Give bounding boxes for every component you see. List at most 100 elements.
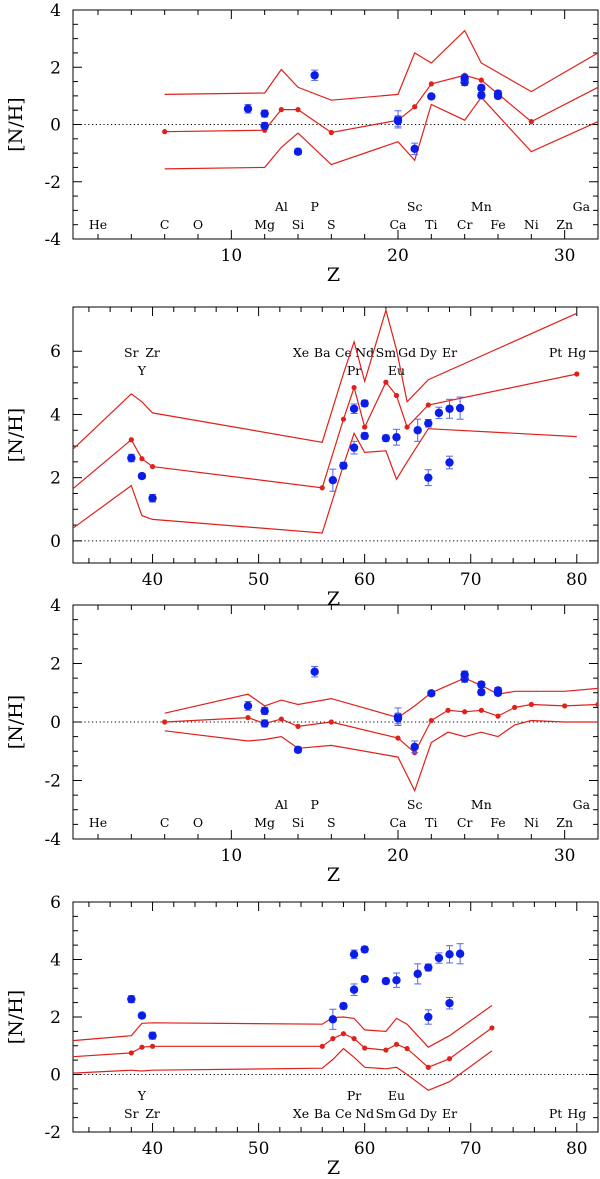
- observed-point: [260, 719, 269, 728]
- model-line-upper: [73, 1005, 493, 1048]
- element-label-mg: Mg: [254, 815, 275, 830]
- x-tick-label: 50: [248, 570, 270, 590]
- model-point: [425, 1064, 431, 1070]
- observed-point: [148, 1031, 157, 1040]
- x-tick-label: 80: [566, 570, 588, 590]
- model-point: [478, 707, 484, 713]
- model-point: [351, 1035, 357, 1042]
- model-point: [149, 464, 156, 470]
- element-label-mn: Mn: [471, 199, 492, 214]
- y-tick-label: 0: [50, 713, 61, 733]
- element-label-zn: Zn: [556, 217, 573, 232]
- observed-point: [427, 92, 436, 101]
- model-point: [393, 1041, 400, 1047]
- x-tick-label: 60: [354, 570, 376, 590]
- observed-point: [339, 1001, 348, 1011]
- model-point: [139, 1044, 145, 1050]
- x-tick-label: 80: [566, 1139, 588, 1159]
- element-label-ga: Ga: [573, 199, 591, 214]
- x-axis-title: Z: [327, 588, 340, 610]
- observed-point: [328, 1015, 338, 1024]
- element-label-er: Er: [442, 1106, 457, 1121]
- x-tick-label: 20: [387, 246, 409, 266]
- y-tick-label: 6: [50, 342, 61, 362]
- model-point: [362, 424, 368, 430]
- plot-area: [73, 943, 495, 1091]
- y-tick-label: 4: [50, 596, 61, 616]
- model-point: [362, 1045, 368, 1051]
- observed-point: [293, 147, 303, 156]
- element-label-sc: Sc: [407, 199, 423, 214]
- model-point: [595, 701, 598, 708]
- model-point: [404, 1046, 410, 1052]
- element-label-eu: Eu: [388, 363, 405, 378]
- model-point: [428, 717, 434, 724]
- element-label-pr: Pr: [347, 363, 361, 378]
- y-tick-label: 2: [50, 58, 61, 78]
- element-label-sm: Sm: [376, 345, 397, 360]
- model-point: [383, 1047, 389, 1053]
- element-label-dy: Dy: [420, 345, 438, 360]
- observed-point: [477, 680, 486, 689]
- model-line-lower: [73, 428, 577, 534]
- y-tick-label: 6: [50, 893, 61, 913]
- element-label-c: C: [160, 815, 170, 830]
- x-tick-label: 60: [354, 1139, 376, 1159]
- observed-point: [493, 688, 503, 697]
- model-line-mid: [164, 703, 598, 754]
- element-label-o: O: [193, 217, 203, 232]
- observed-point: [424, 473, 433, 482]
- element-label-ni: Ni: [524, 815, 539, 830]
- observed-point: [260, 109, 269, 118]
- observed-point: [410, 742, 419, 752]
- observed-point: [137, 1011, 147, 1020]
- x-tick-label: 10: [221, 246, 243, 266]
- observed-point: [349, 404, 359, 413]
- element-label-ce: Ce: [335, 1106, 352, 1121]
- element-label-ga: Ga: [573, 797, 591, 812]
- x-tick-label: 50: [248, 1139, 270, 1159]
- y-tick-label: 0: [50, 116, 61, 136]
- x-tick-label: 70: [460, 1139, 482, 1159]
- model-line-lower: [164, 719, 598, 793]
- element-label-nd: Nd: [355, 1106, 374, 1121]
- element-label-he: He: [89, 217, 107, 232]
- element-label-al: Al: [274, 199, 288, 214]
- y-tick-label: 4: [50, 951, 61, 971]
- element-label-c: C: [160, 217, 170, 232]
- observed-point: [445, 458, 454, 467]
- model-point: [395, 735, 401, 741]
- element-label-sr: Sr: [124, 345, 139, 360]
- element-label-zr: Zr: [145, 1106, 160, 1121]
- y-axis-title: [N/H]: [5, 695, 27, 749]
- element-label-pt: Pt: [549, 345, 562, 360]
- observed-point: [413, 969, 422, 979]
- model-line-lower: [73, 1047, 493, 1091]
- model-point: [128, 437, 134, 443]
- y-tick-label: 2: [50, 1008, 61, 1028]
- chart-panel-3: 10 20 30 -4 -2 0 2 4 Z [N/H] He C O Mg Si S Ca Ti Cr Fe Ni Zn…: [5, 596, 599, 886]
- model-point: [139, 456, 145, 462]
- observed-point: [293, 745, 303, 754]
- element-label-si: Si: [292, 815, 305, 830]
- observed-point: [381, 433, 391, 443]
- element-label-he: He: [89, 815, 107, 830]
- chart-panel-2: 40 50 60 70 80 0 2 4 6 Z [N/H] Sr Zr Y Xe Ba Ce Nd Sm Gd Dy E…: [5, 306, 599, 610]
- y-axis-title: [N/H]: [5, 990, 27, 1044]
- model-line-lower: [164, 96, 598, 170]
- model-point: [383, 379, 389, 385]
- model-point: [562, 703, 568, 709]
- model-point: [295, 107, 301, 113]
- model-point: [528, 119, 534, 125]
- x-tick-label: 40: [142, 570, 164, 590]
- observed-point: [477, 687, 486, 697]
- observed-point: [424, 963, 433, 972]
- observed-point: [427, 689, 436, 698]
- element-label-ba: Ba: [314, 345, 331, 360]
- element-label-ce: Ce: [335, 345, 352, 360]
- element-label-ca: Ca: [389, 815, 407, 830]
- element-label-s: S: [327, 815, 336, 830]
- y-tick-label: 4: [50, 405, 61, 425]
- observed-point: [360, 431, 369, 441]
- model-line-upper: [164, 677, 598, 719]
